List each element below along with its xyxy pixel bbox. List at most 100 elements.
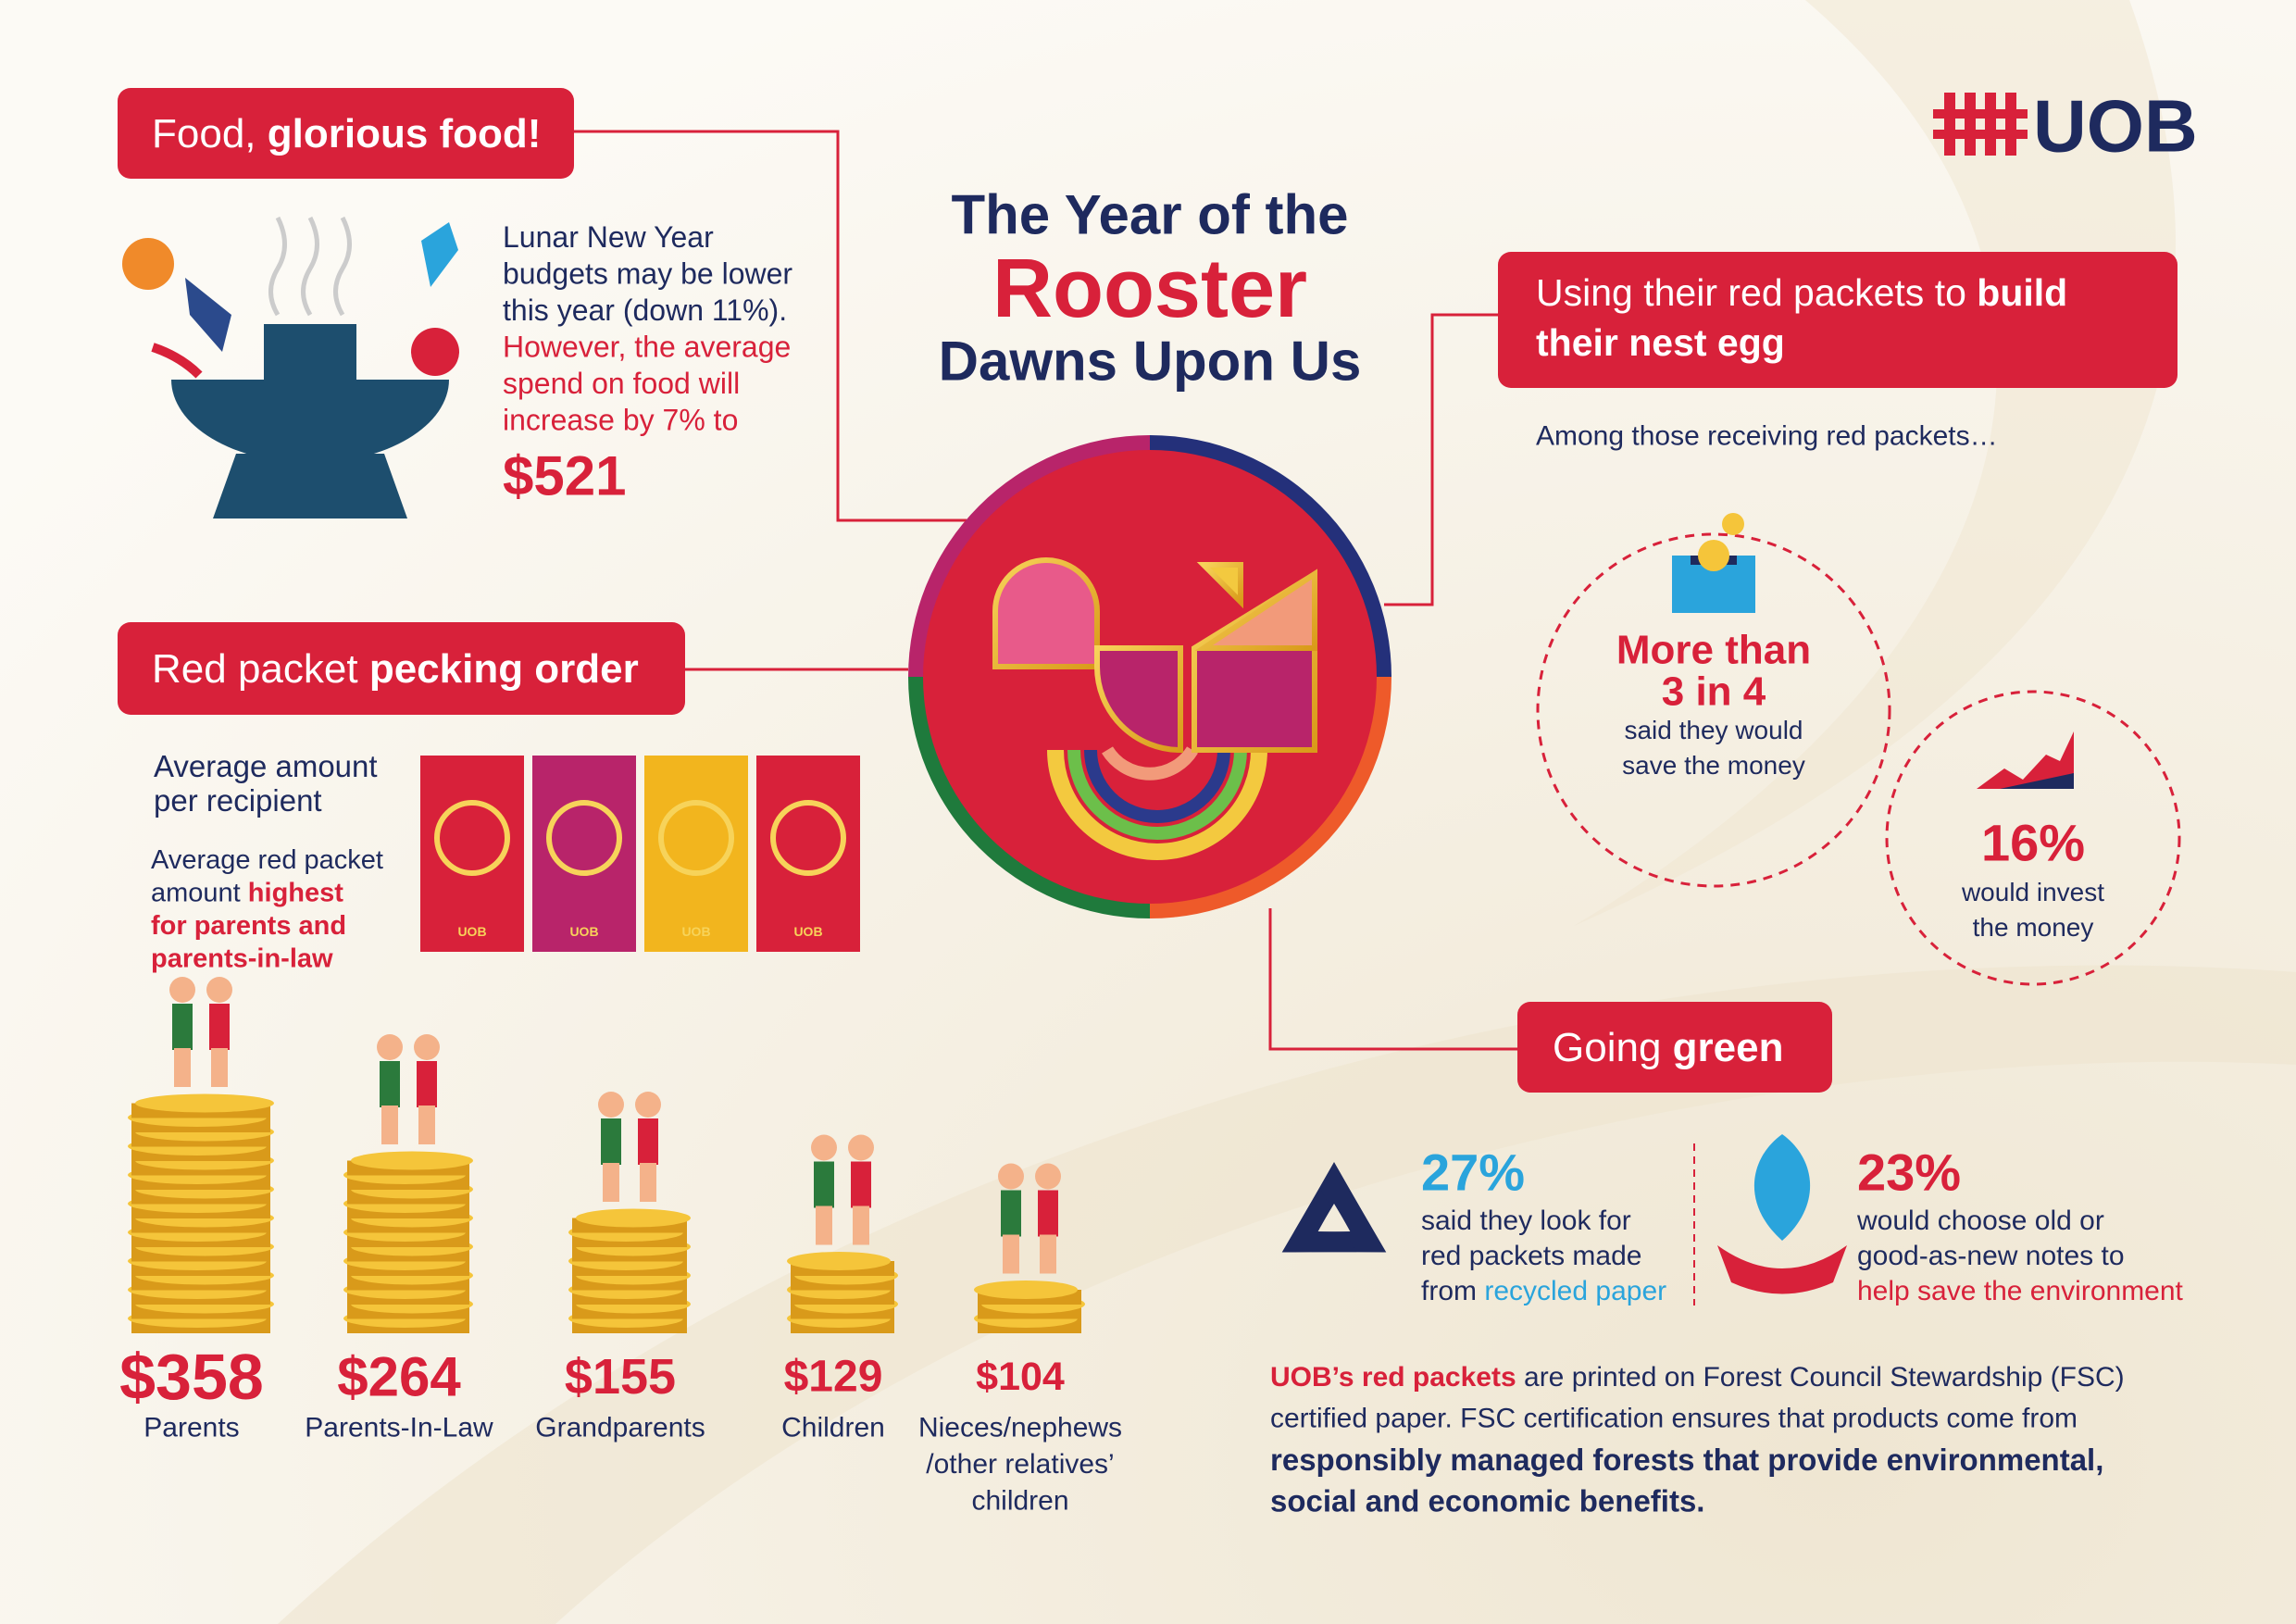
pot	[171, 380, 449, 463]
food-text-part: budgets may be lower	[503, 257, 792, 291]
fsc-text-part: social and economic benefits.	[1270, 1483, 1704, 1518]
figure-legs	[211, 1048, 228, 1087]
stat-text-part: save the money	[1622, 751, 1805, 780]
food-text-part: increase by 7% to	[503, 404, 738, 437]
figure-body	[601, 1118, 621, 1165]
figure-head	[635, 1092, 661, 1118]
figure-legs	[1040, 1234, 1056, 1274]
food-text: However, the average	[503, 331, 791, 364]
packet-pattern	[658, 800, 734, 876]
heading-part: pecking order	[369, 646, 639, 692]
fsc-text: social and economic benefits.	[1270, 1483, 1704, 1518]
heading-part: Going	[1553, 1025, 1673, 1070]
figure-head	[206, 977, 232, 1003]
logo: UOB	[1933, 85, 2198, 168]
coin	[351, 1151, 473, 1170]
stat-text-part: would choose old or	[1856, 1206, 2104, 1236]
figure-body	[638, 1118, 658, 1165]
heading: Red packet pecking order	[152, 646, 639, 692]
squid	[421, 222, 458, 287]
coin	[576, 1208, 691, 1228]
stat-value: 3 in 4	[1662, 669, 1766, 715]
heading-part: green	[1673, 1025, 1784, 1070]
figure-legs	[816, 1206, 832, 1245]
stat-value: 16%	[1981, 814, 2085, 872]
stat-text: said they look for	[1421, 1206, 1631, 1236]
stat-text: red packets made	[1421, 1241, 1641, 1271]
connector	[1384, 313, 1498, 606]
recipient-amount: $264	[337, 1346, 461, 1408]
figure-body	[209, 1004, 230, 1050]
food-text-part: Lunar New Year	[503, 220, 714, 254]
shrimp	[122, 238, 174, 290]
stat-text-part: good-as-new notes to	[1857, 1241, 2125, 1271]
recipient-label: Grandparents	[535, 1413, 705, 1443]
coin-icon	[1698, 540, 1729, 571]
stat-text-part: the money	[1973, 913, 2094, 942]
figure-head	[998, 1163, 1024, 1190]
hand-icon	[1717, 1245, 1847, 1294]
fsc-text: UOB’s red packets are printed on Forest …	[1270, 1362, 2125, 1393]
heading: Food, glorious food!	[152, 111, 541, 156]
coin-icon	[1722, 513, 1744, 535]
hotpot-icon	[122, 216, 459, 518]
note-part: for parents and	[151, 911, 346, 941]
logo-mark	[1933, 93, 2028, 156]
food-amount: $521	[503, 445, 626, 507]
fsc-text-part: responsibly managed forests that provide…	[1270, 1443, 2103, 1477]
food-text: increase by 7% to	[503, 404, 738, 437]
heading-part: Red packet	[152, 646, 369, 692]
heading: Going green	[1553, 1025, 1783, 1070]
stat-text: the money	[1973, 913, 2094, 942]
stat-value: More than	[1616, 628, 1811, 673]
figure-body	[417, 1061, 437, 1107]
heading: Using their red packets to build	[1536, 271, 2067, 314]
stat-text: save the money	[1622, 751, 1805, 780]
swoosh	[1574, 0, 2177, 926]
packet-logo: UOB	[457, 924, 486, 939]
coin-stack	[343, 1034, 473, 1333]
note: parents-in-law	[151, 944, 333, 974]
subtitle: per recipient	[154, 783, 322, 818]
stat-text: from recycled paper	[1421, 1276, 1666, 1306]
figure-body	[1038, 1190, 1058, 1237]
note: for parents and	[151, 911, 346, 941]
fsc-text-part: certified paper. FSC certification ensur…	[1270, 1403, 2078, 1433]
growth-chart-base	[1977, 773, 2074, 789]
swoosh	[278, 965, 2296, 1624]
recipient-label: children	[971, 1486, 1068, 1517]
packet-pattern	[546, 800, 622, 876]
food-text: spend on food will	[503, 367, 740, 400]
red-packet	[420, 756, 524, 952]
packet-logo: UOB	[681, 924, 710, 939]
figure-legs	[174, 1048, 191, 1087]
figure-head	[377, 1034, 403, 1060]
coin-stack	[568, 1092, 691, 1333]
note-part: Average red packet	[151, 845, 383, 875]
recipient-amount: $155	[565, 1349, 676, 1405]
figure-body	[814, 1161, 834, 1208]
figure-body	[851, 1161, 871, 1208]
figure-head	[811, 1134, 837, 1161]
stat-text: said they would	[1624, 716, 1803, 744]
heading-box	[118, 622, 685, 715]
heading-box	[1517, 1002, 1832, 1093]
figure-legs	[603, 1163, 619, 1202]
note-part: parents-in-law	[151, 944, 333, 974]
steam	[301, 216, 319, 317]
stat-text: would choose old or	[1856, 1206, 2104, 1236]
packet-pattern	[434, 800, 510, 876]
pot-lid	[264, 324, 356, 380]
steam	[333, 216, 352, 317]
coin	[974, 1280, 1078, 1299]
fish	[185, 278, 231, 352]
connectors	[574, 130, 1517, 1051]
stat-text-part: said they look for	[1421, 1206, 1631, 1236]
coin	[135, 1093, 274, 1113]
figure-legs	[418, 1106, 435, 1144]
red-packet	[644, 756, 748, 952]
stat-text-part: would invest	[1961, 878, 2104, 906]
figure-head	[169, 977, 195, 1003]
coin-stack	[128, 977, 274, 1333]
recycle-arrow	[1281, 1187, 1357, 1253]
